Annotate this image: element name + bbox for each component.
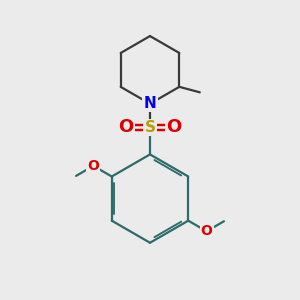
Text: O: O [118, 118, 134, 136]
Text: O: O [88, 159, 99, 173]
Text: S: S [145, 120, 155, 135]
Text: N: N [144, 96, 156, 111]
Text: O: O [201, 224, 212, 238]
Text: O: O [167, 118, 182, 136]
